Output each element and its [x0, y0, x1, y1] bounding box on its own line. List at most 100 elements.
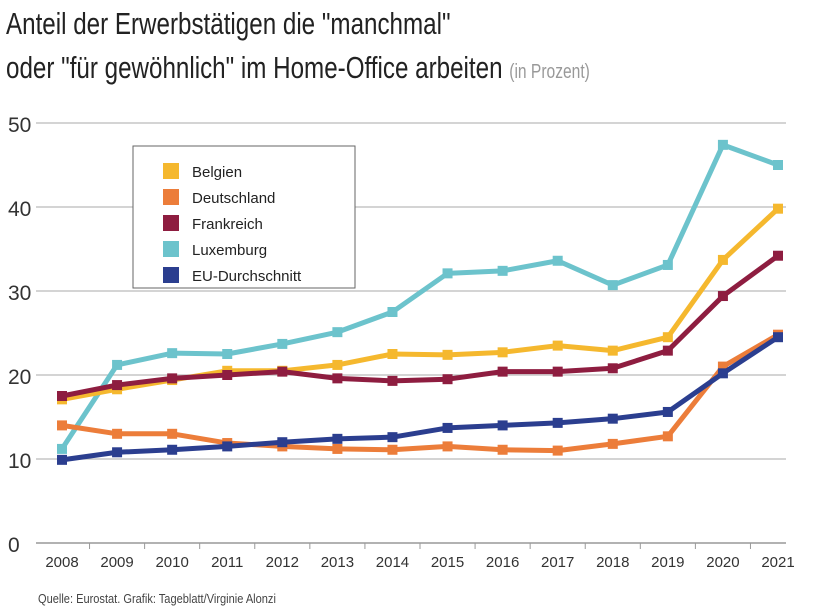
data-point — [442, 374, 453, 385]
y-tick-label: 50 — [8, 114, 31, 137]
data-point — [773, 160, 783, 170]
data-point — [57, 420, 67, 431]
data-point — [662, 259, 673, 270]
y-tick-label: 20 — [8, 366, 31, 389]
y-tick-label: 0 — [8, 534, 20, 557]
data-point — [662, 431, 673, 442]
x-tick-label: 2009 — [100, 554, 133, 571]
data-point — [552, 366, 563, 377]
data-point — [277, 366, 288, 377]
series-line-frankreich — [61, 253, 780, 399]
data-point — [387, 375, 398, 386]
y-tick-label: 30 — [8, 282, 31, 305]
data-point — [167, 444, 178, 455]
legend-swatch — [163, 267, 179, 283]
data-point — [57, 443, 67, 454]
chart-title-line1: Anteil der Erwerbstätigen die "manchmal" — [6, 6, 451, 41]
data-point — [167, 348, 178, 359]
chart-title-line2-text: oder "für gewöhnlich" im Home-Office arb… — [6, 50, 503, 85]
data-point — [332, 373, 343, 384]
data-point — [607, 280, 618, 291]
data-point — [662, 406, 673, 417]
data-point — [112, 447, 123, 458]
legend-label: EU-Durchschnitt — [192, 268, 302, 285]
legend-label: Luxemburg — [192, 242, 267, 259]
chart-unit: (in Prozent) — [509, 61, 590, 83]
legend-swatch — [163, 189, 179, 205]
data-point — [773, 203, 783, 214]
series-line-luxemburg — [59, 142, 779, 451]
source-note: Quelle: Eurostat. Grafik: Tageblatt/Virg… — [38, 591, 276, 606]
data-point — [662, 345, 673, 356]
data-point — [552, 340, 563, 351]
data-point — [332, 327, 343, 338]
data-point — [57, 391, 67, 401]
data-point — [552, 445, 563, 456]
legend-swatch — [163, 163, 179, 179]
x-tick-label: 2011 — [211, 554, 243, 571]
data-point — [277, 338, 288, 349]
series-line-deutschland — [61, 332, 780, 454]
data-point — [717, 368, 728, 379]
legend-label: Deutschland — [192, 190, 275, 207]
data-point — [497, 265, 508, 276]
data-point — [442, 441, 453, 452]
data-point — [442, 422, 453, 433]
data-point — [222, 441, 233, 452]
legend-label: Frankreich — [192, 216, 263, 233]
data-point — [717, 361, 728, 372]
series-line-eu-durchschnitt — [61, 335, 780, 463]
x-tick-label: 2020 — [706, 554, 739, 571]
x-tick-label: 2017 — [541, 554, 574, 571]
data-point — [222, 370, 233, 380]
data-point — [387, 349, 398, 359]
x-tick-label: 2014 — [376, 554, 409, 571]
data-point — [332, 443, 343, 454]
data-point — [552, 255, 563, 266]
data-point — [332, 359, 343, 370]
data-point — [222, 349, 233, 359]
x-tick-label: 2021 — [761, 554, 794, 571]
y-tick-label: 10 — [8, 450, 31, 473]
data-point — [387, 307, 398, 317]
data-point — [497, 444, 508, 455]
data-point — [497, 366, 508, 377]
data-point — [552, 417, 563, 428]
data-point — [57, 454, 67, 465]
data-point — [442, 349, 453, 360]
data-point — [717, 254, 728, 265]
data-point — [497, 420, 508, 431]
data-point — [607, 438, 618, 449]
x-tick-label: 2013 — [321, 554, 354, 571]
x-tick-label: 2019 — [651, 554, 684, 571]
y-tick-label: 40 — [8, 198, 31, 221]
data-point — [773, 332, 783, 343]
x-tick-label: 2012 — [266, 554, 299, 571]
data-point — [717, 291, 728, 302]
legend-swatch — [163, 215, 179, 231]
data-point — [112, 359, 123, 370]
data-point — [167, 428, 178, 439]
data-point — [662, 332, 673, 343]
x-tick-label: 2008 — [45, 554, 78, 571]
data-point — [442, 268, 453, 279]
data-point — [112, 428, 123, 439]
data-point — [387, 444, 398, 455]
data-point — [717, 139, 728, 150]
data-point — [167, 373, 178, 384]
data-point — [277, 437, 288, 448]
x-tick-label: 2016 — [486, 554, 519, 571]
data-point — [607, 345, 618, 356]
data-point — [607, 413, 618, 424]
data-point — [607, 363, 618, 374]
legend-label: Belgien — [192, 164, 242, 181]
data-point — [773, 250, 783, 261]
x-tick-label: 2018 — [596, 554, 629, 571]
data-point — [112, 380, 123, 391]
data-point — [497, 347, 508, 358]
data-point — [332, 433, 343, 444]
data-point — [387, 432, 398, 443]
legend-swatch — [163, 241, 179, 257]
